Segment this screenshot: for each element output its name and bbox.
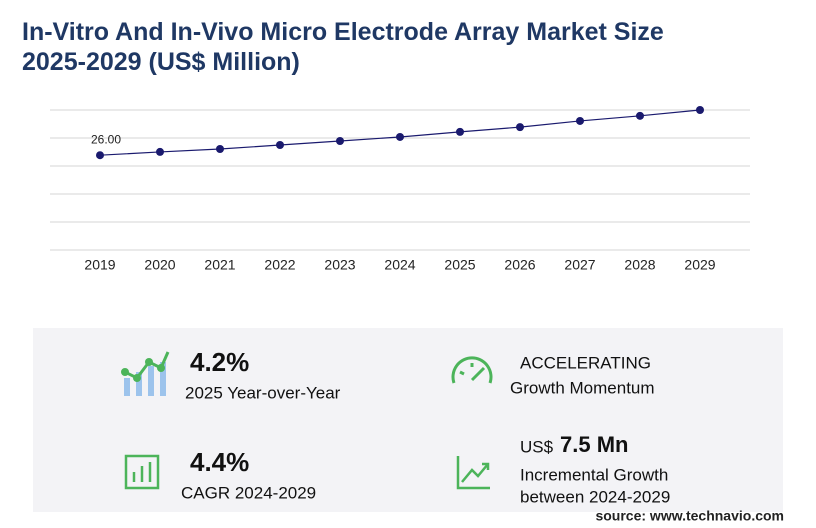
x-tick-label: 2022 (264, 257, 295, 273)
point (276, 141, 284, 149)
point (96, 151, 104, 160)
point (576, 116, 584, 125)
x-tick-label: 2023 (324, 257, 355, 273)
x-tick-label: 2027 (564, 257, 595, 273)
x-tick-label: 2024 (384, 257, 415, 273)
x-tick-label: 2029 (684, 257, 715, 273)
x-tick-label: 2019 (84, 257, 115, 273)
point (456, 127, 464, 136)
chart-title: In-Vitro And In-Vivo Micro Electrode Arr… (22, 18, 664, 76)
stat-value: 7.5 Mn (560, 432, 628, 457)
x-tick-label: 2020 (144, 257, 175, 273)
data-label: 26.00 (91, 132, 121, 146)
stat-label: Growth Momentum (510, 378, 655, 397)
icon-growth (456, 456, 490, 490)
stat-prefix: US$ (520, 437, 554, 456)
icon-gauge (451, 356, 493, 384)
stat-label: 2025 Year-over-Year (185, 383, 341, 402)
point (516, 123, 524, 132)
stat-label: CAGR 2024-2029 (181, 483, 316, 502)
x-tick-label: 2026 (504, 257, 535, 273)
line (99, 109, 701, 156)
source: source: www.technavio.com (595, 508, 784, 524)
point (636, 111, 644, 120)
point (216, 145, 224, 154)
x-tick-label: 2028 (624, 257, 655, 273)
stat-value: ACCELERATING (520, 353, 651, 372)
x-tick-label: 2025 (444, 257, 475, 273)
stat-value: 4.2% (190, 347, 249, 377)
point (336, 136, 344, 145)
point (696, 106, 704, 114)
point (396, 132, 404, 141)
stat-label: Incremental Growth (520, 465, 668, 484)
icon-chart (124, 454, 160, 490)
stat-value: 4.4% (190, 447, 249, 477)
stat-label: between 2024-2029 (520, 487, 670, 506)
x-tick-label: 2021 (204, 257, 235, 273)
stats-panel (33, 328, 783, 512)
point (156, 147, 164, 156)
icon-bars (121, 351, 170, 396)
